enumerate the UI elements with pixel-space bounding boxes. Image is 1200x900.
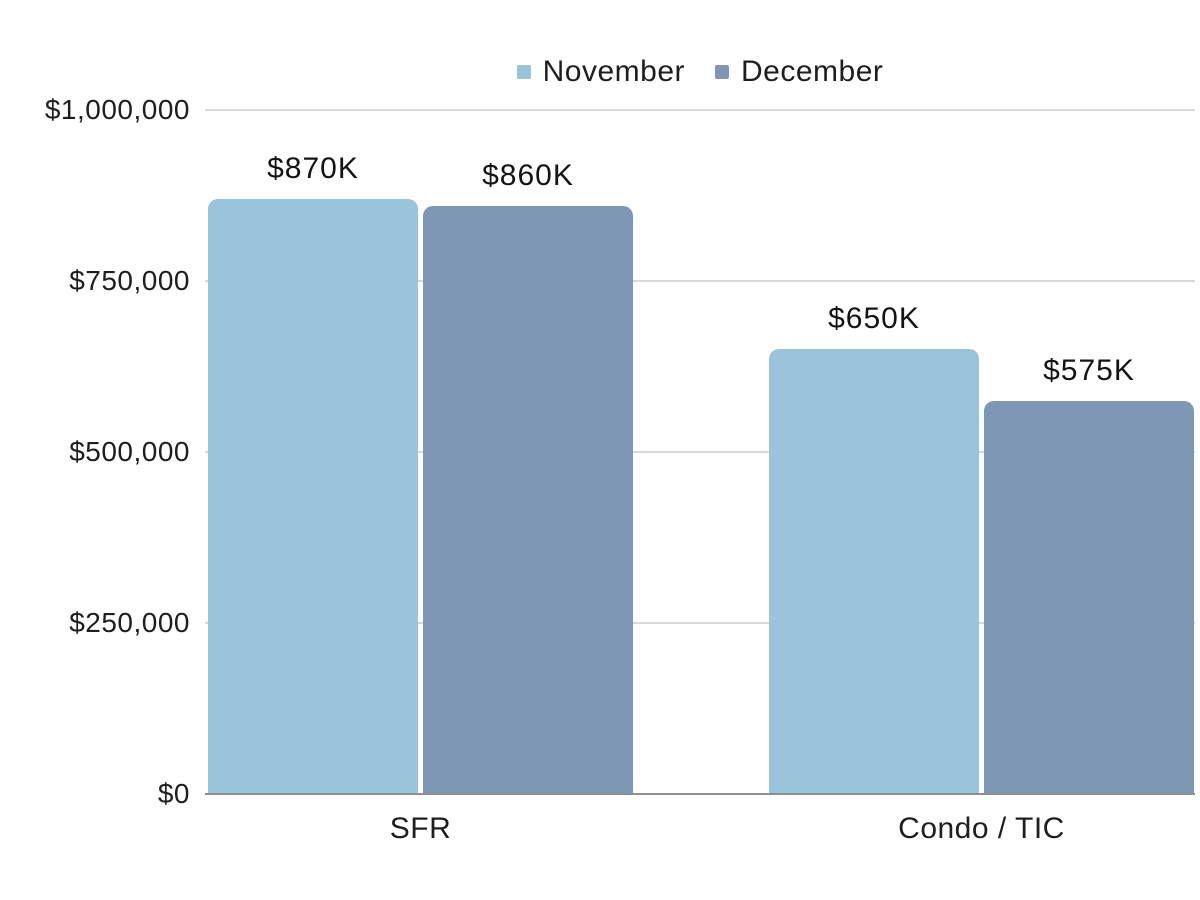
y-tick-label: $0: [157, 778, 190, 809]
x-category-label: Condo / TIC: [898, 812, 1065, 845]
data-label: $870K: [267, 151, 359, 185]
legend-item-november: November: [516, 55, 685, 89]
y-tick-label: $250,000: [69, 607, 190, 638]
gridline: [205, 280, 1195, 282]
bar-sfr-december: [423, 205, 633, 794]
legend-item-december: December: [715, 55, 883, 89]
x-axis-labels: SFR Condo / TIC: [0, 808, 1200, 854]
gridline: [205, 622, 1195, 624]
gridline: [205, 451, 1195, 453]
bar-sfr-november: [208, 198, 418, 794]
legend: November December: [205, 52, 1195, 92]
y-tick-label: $750,000: [69, 265, 190, 296]
x-category-label: SFR: [389, 812, 452, 845]
data-label: $860K: [482, 158, 574, 192]
y-tick-label: $500,000: [69, 436, 190, 467]
data-label: $575K: [1043, 353, 1135, 387]
data-label: $650K: [828, 302, 920, 336]
november-swatch-icon: [516, 65, 531, 79]
bar-condo-tic-december: [984, 400, 1194, 794]
legend-label-november: November: [542, 55, 685, 88]
x-axis-line: [205, 793, 1195, 795]
plot-area: $870K $860K $650K $575K: [205, 109, 1195, 795]
gridline: [205, 109, 1195, 111]
december-swatch-icon: [715, 65, 729, 79]
bar-condo-tic-november: [769, 349, 979, 794]
legend-label-december: December: [741, 55, 884, 88]
y-axis-labels: $0 $250,000 $500,000 $750,000 $1,000,000: [0, 94, 190, 809]
y-tick-label: $1,000,000: [44, 94, 190, 125]
